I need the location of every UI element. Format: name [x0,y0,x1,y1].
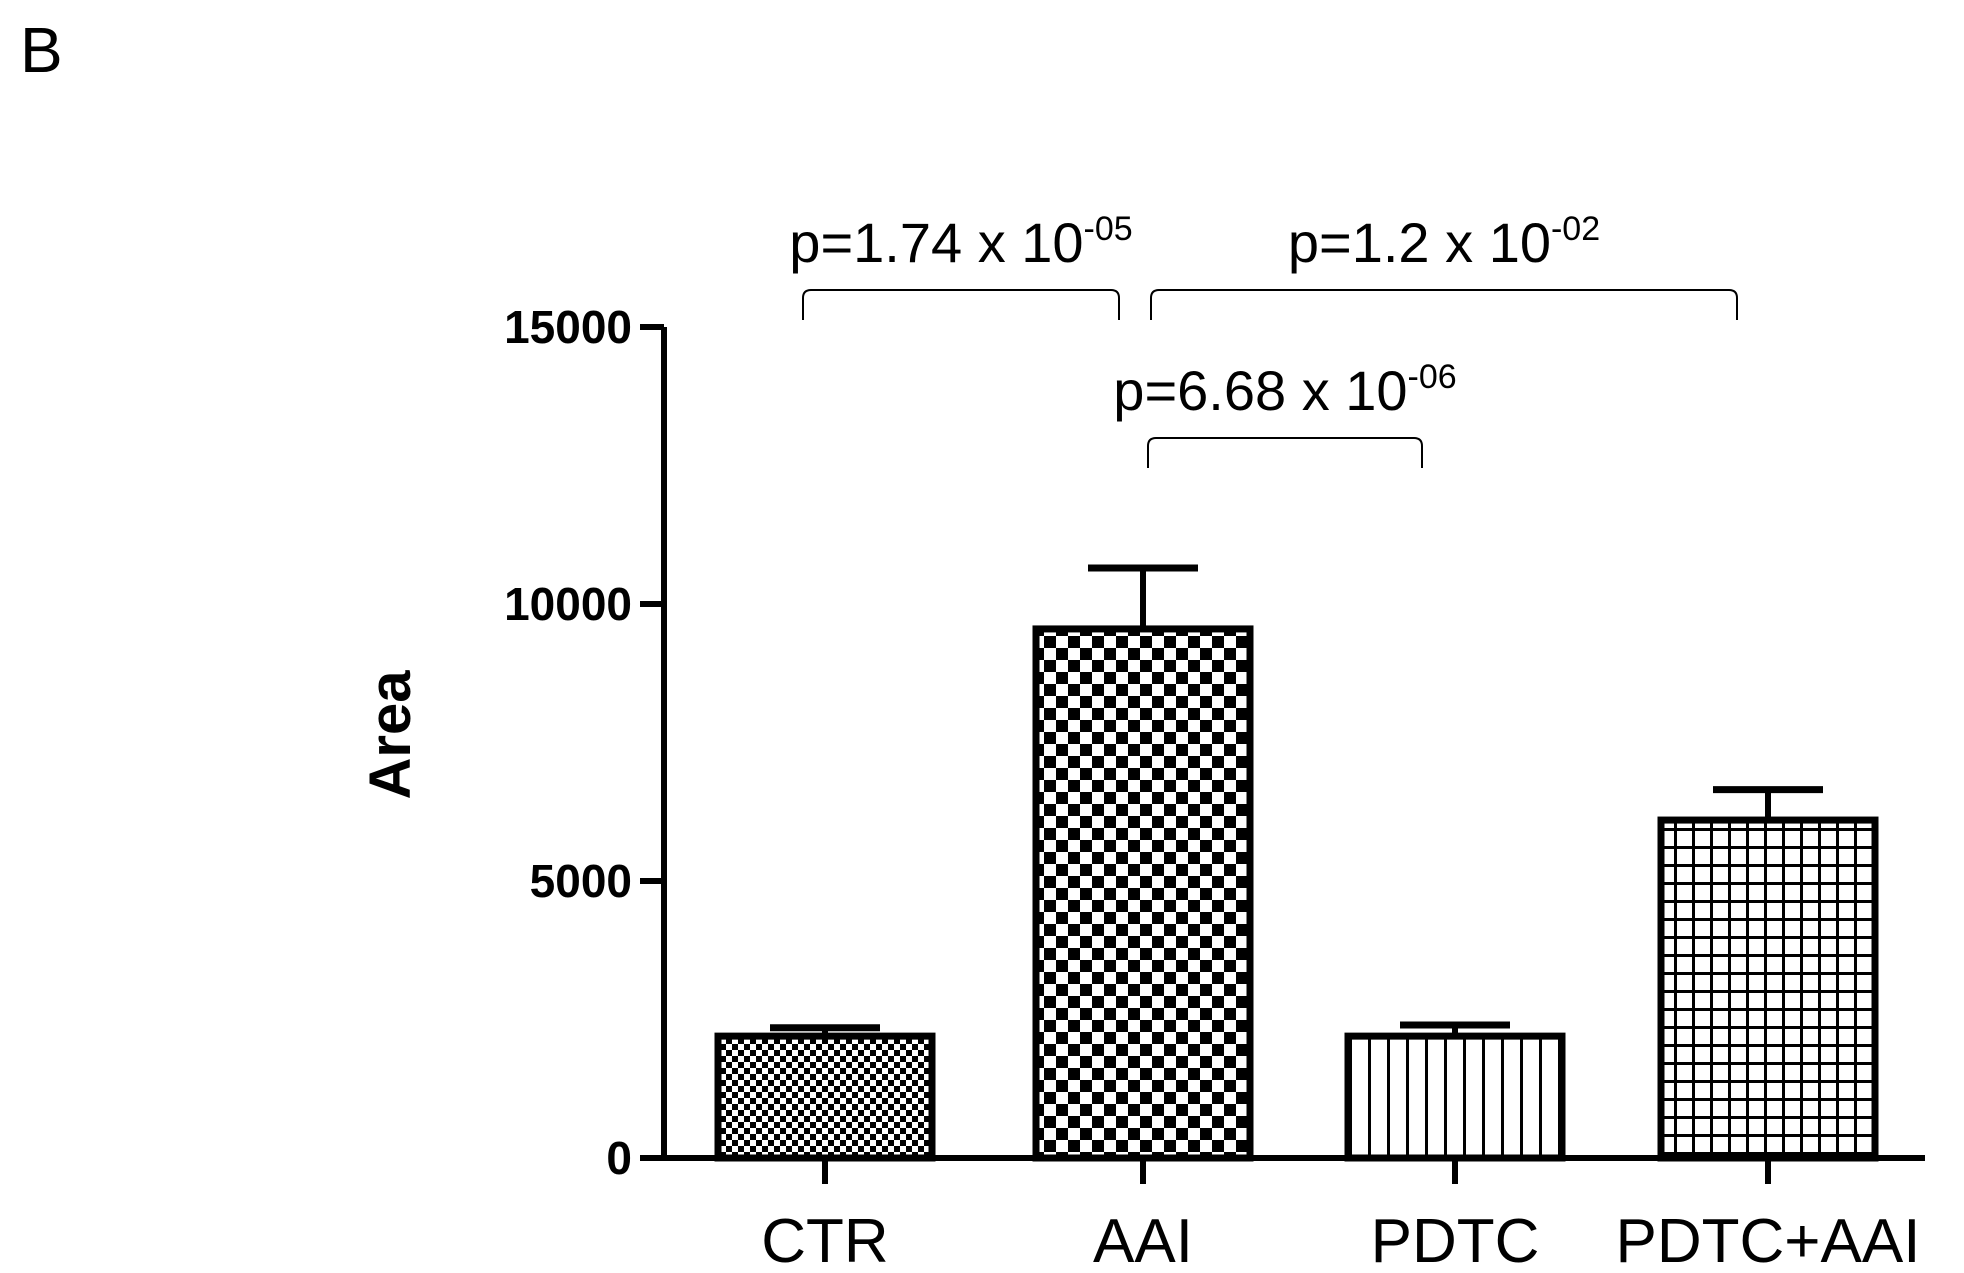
y-tick-label: 10000 [504,578,632,630]
y-axis-label: Area [358,670,423,800]
bracket-line [1150,289,1738,320]
bar [1657,816,1879,1162]
p-value-exponent: -02 [1551,210,1600,248]
axes: 0 5000 10000 15000 CTR AAI PDTC PDTC+AAI [504,301,1925,1273]
x-tick-label: CTR [761,1207,888,1273]
bar [1344,1032,1566,1162]
bar [1032,625,1254,1162]
y-tick-label: 0 [606,1132,632,1184]
bar-group-ctr [714,1024,936,1162]
p-value-base: p=1.74 x 10 [789,211,1083,274]
bar-group-pdtc-aai [1657,786,1879,1162]
p-value-exponent: -05 [1084,210,1133,248]
y-tick-label: 5000 [530,855,632,907]
bars [714,564,1879,1162]
significance-bracket: p=6.68 x 10-06 [1113,358,1457,468]
p-value-exponent: -06 [1408,358,1457,396]
x-tick-label: PDTC+AAI [1616,1207,1921,1273]
significance-annotations: p=1.74 x 10-05 p=1.2 x 10-02p=6.68 x 10-0… [789,210,1738,468]
p-value-label: p=6.68 x 10-06 [1113,358,1456,422]
p-value-label: p=1.2 x 10-02 [1288,210,1600,274]
p-value-base: p=1.2 x 10 [1288,211,1551,274]
p-value-label: p=1.74 x 10-05 [789,210,1132,274]
panel-label: B [20,14,63,86]
x-tick-label: PDTC [1371,1207,1540,1273]
bar-group-aai [1032,564,1254,1162]
y-axis-title: Area [358,670,423,800]
bar-group-pdtc [1344,1021,1566,1162]
bar [714,1032,936,1162]
bracket-line [802,289,1120,320]
significance-bracket: p=1.2 x 10-02 [1150,210,1738,320]
bracket-line [1147,437,1423,468]
x-tick-label: AAI [1093,1207,1193,1273]
significance-bracket: p=1.74 x 10-05 [789,210,1133,320]
p-value-base: p=6.68 x 10 [1113,359,1407,422]
y-tick-label: 15000 [504,301,632,353]
